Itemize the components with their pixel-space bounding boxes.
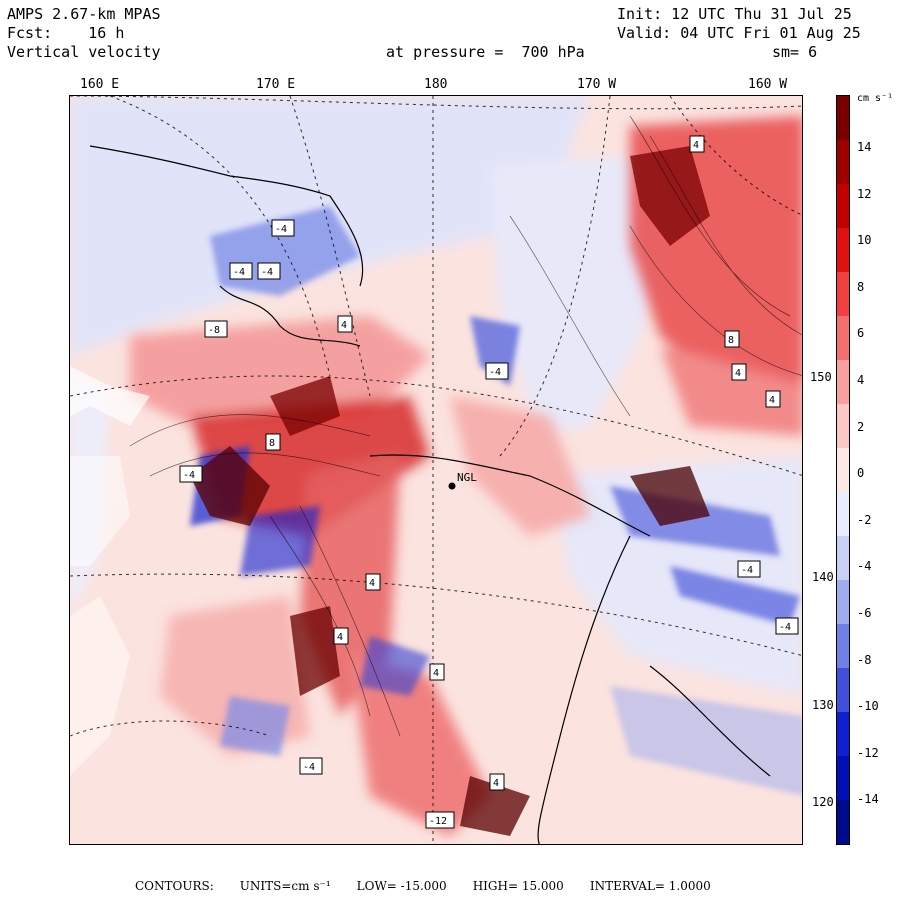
- svg-text:8: 8: [728, 335, 734, 346]
- colorbar-tick-label: -8: [857, 652, 872, 667]
- high-value: HIGH= 15.000: [472, 879, 564, 893]
- colorbar-swatch: [837, 96, 849, 140]
- colorbar-tick-label: -14: [857, 792, 879, 807]
- colorbar-tick-label: 4: [857, 373, 865, 387]
- forecast-hour: Fcst: 16 h: [7, 24, 124, 42]
- colorbar-tick-label: 8: [857, 279, 865, 294]
- field-name: Vertical velocity: [7, 43, 161, 61]
- map-canvas: NGL -4 -4 -4 -8 -4 -4 4 8 4 4 4 8 4 4 4 …: [70, 96, 802, 844]
- colorbar-tick-label: 2: [857, 419, 865, 434]
- svg-text:-12: -12: [429, 816, 447, 827]
- svg-text:-8: -8: [208, 325, 220, 336]
- colorbar-swatch: [837, 404, 849, 448]
- colorbar-swatch: [837, 712, 849, 756]
- colorbar-swatch: [837, 624, 849, 668]
- colorbar-swatch: [837, 448, 849, 492]
- colorbar-tick-label: -2: [857, 512, 872, 527]
- pressure-label: at pressure =: [386, 43, 504, 61]
- svg-text:4: 4: [369, 578, 375, 589]
- svg-text:4: 4: [493, 778, 499, 789]
- colorbar-swatch: [837, 140, 849, 184]
- svg-text:-4: -4: [261, 267, 273, 278]
- colorbar-swatch: [837, 184, 849, 228]
- colorbar-units: cm s⁻¹: [857, 93, 894, 104]
- svg-text:4: 4: [433, 668, 439, 679]
- svg-text:-4: -4: [779, 622, 791, 633]
- lon-label-170w: 170 W: [577, 77, 617, 92]
- svg-text:-4: -4: [303, 762, 315, 773]
- svg-text:4: 4: [341, 320, 347, 331]
- lon-label-180: 180: [424, 77, 448, 92]
- colorbar-tick-label: -4: [857, 559, 872, 574]
- valid-time: Valid: 04 UTC Fri 01 Aug 25: [617, 24, 861, 42]
- svg-text:4: 4: [735, 368, 741, 379]
- colorbar-swatch: [837, 756, 849, 800]
- colorbar-swatch: [837, 360, 849, 404]
- colorbar-tick-label: 10: [857, 233, 872, 248]
- units-label: UNITS=cm s⁻¹: [239, 879, 331, 893]
- colorbar-swatch: [837, 316, 849, 360]
- lon-label-160w: 160 W: [748, 77, 788, 92]
- init-time: Init: 12 UTC Thu 31 Jul 25: [617, 5, 852, 23]
- pressure-value: 700 hPa: [521, 43, 585, 61]
- lon-label-170e: 170 E: [256, 77, 296, 92]
- lon-label-160e: 160 E: [80, 77, 120, 92]
- colorbar: [836, 95, 850, 845]
- svg-text:4: 4: [337, 632, 343, 643]
- colorbar-tick-label: -6: [857, 606, 872, 620]
- forecast-value: 16 h: [88, 24, 125, 42]
- interval-value: INTERVAL= 1.0000: [589, 879, 711, 893]
- low-value: LOW= -15.000: [356, 879, 447, 893]
- colorbar-swatch: [837, 492, 849, 536]
- colorbar-tick-label: -10: [857, 699, 879, 714]
- colorbar-swatch: [837, 580, 849, 624]
- svg-text:4: 4: [693, 140, 699, 151]
- svg-text:8: 8: [269, 438, 275, 449]
- colorbar-tick-label: 12: [857, 186, 872, 201]
- svg-text:-4: -4: [741, 565, 753, 576]
- svg-text:4: 4: [769, 395, 775, 406]
- svg-text:-4: -4: [489, 367, 501, 378]
- colorbar-swatch: [837, 536, 849, 580]
- model-title: AMPS 2.67-km MPAS: [7, 5, 161, 23]
- pressure-level: at pressure = 700 hPa: [386, 43, 585, 61]
- svg-text:-4: -4: [275, 224, 287, 235]
- station-label: NGL: [457, 471, 477, 484]
- colorbar-swatch: [837, 800, 849, 844]
- vertical-velocity-map: NGL -4 -4 -4 -8 -4 -4 4 8 4 4 4 8 4 4 4 …: [69, 95, 803, 845]
- colorbar-tick-label: -12: [857, 745, 879, 760]
- svg-text:-4: -4: [233, 267, 245, 278]
- colorbar-tick-label: 14: [857, 140, 872, 154]
- station-marker: [448, 482, 456, 490]
- colorbar-tick-label: 6: [857, 326, 865, 341]
- smoothing-label: sm= 6: [772, 43, 818, 61]
- colorbar-swatch: [837, 668, 849, 712]
- forecast-label: Fcst:: [7, 24, 53, 42]
- contours-label: CONTOURS:: [135, 879, 214, 893]
- colorbar-tick-label: 0: [857, 466, 865, 481]
- colorbar-swatch: [837, 272, 849, 316]
- contour-info: CONTOURS: UNITS=cm s⁻¹ LOW= -15.000 HIGH= 1…: [135, 879, 737, 893]
- colorbar-swatch: [837, 228, 849, 272]
- svg-text:-4: -4: [183, 470, 195, 481]
